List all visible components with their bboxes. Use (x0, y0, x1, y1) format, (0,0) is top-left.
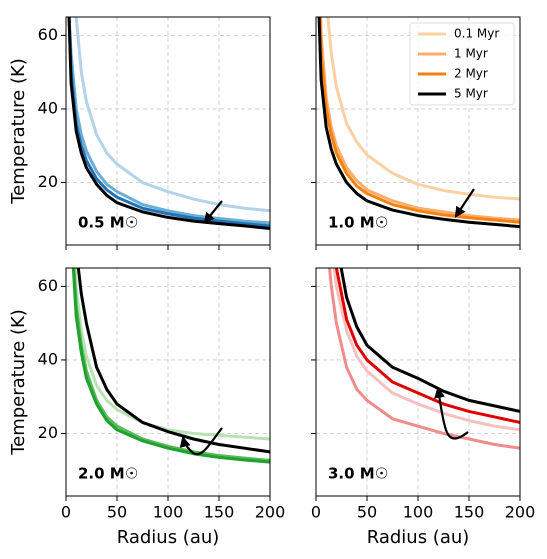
x-tick-label: 0 (61, 503, 71, 522)
arrow (434, 386, 469, 440)
arrow (203, 200, 223, 224)
x-tick-label: 200 (255, 503, 286, 522)
line-series (317, 17, 520, 229)
legend: 0.1 Myr 1 Myr 2 Myr 5 Myr (409, 22, 515, 106)
y-tick-label: 60 (38, 25, 58, 44)
plot-frame (315, 16, 521, 246)
x-tick-label: 200 (505, 503, 536, 522)
arrow (179, 427, 223, 456)
x-tick-label: 50 (357, 503, 377, 522)
plot-frame (65, 267, 271, 497)
line-series (67, 17, 270, 228)
line-series (326, 17, 520, 201)
line-series (332, 268, 520, 432)
lines (71, 268, 270, 464)
x-tick-label: 150 (454, 503, 485, 522)
panel: 1.0 M☉ 0.1 Myr 1 Myr 2 Myr 5 Myr (311, 16, 521, 250)
lines (67, 17, 270, 230)
x-axis-label: Radius (au) (367, 527, 470, 548)
panel-label: 0.5 M☉ (78, 214, 138, 232)
legend-label: 1 Myr (454, 47, 488, 61)
y-axis-label: Temperature (K) (8, 309, 29, 456)
line-series (74, 17, 270, 213)
x-axis-label: Radius (au) (117, 527, 220, 548)
plot-frame (315, 267, 521, 497)
line-series (76, 268, 270, 454)
y-tick-label: 60 (38, 276, 58, 295)
lines (328, 268, 520, 450)
line-series (339, 268, 520, 413)
panel: 0 50 100 150 200 20 40 60 2.0 M☉ Radius (au) Tempe… (8, 267, 286, 548)
legend-label: 0.1 Myr (454, 27, 499, 41)
panel-label: 3.0 M☉ (328, 465, 388, 483)
panel-label: 2.0 M☉ (78, 465, 138, 483)
x-tick-label: 0 (311, 503, 321, 522)
y-tick-label: 20 (38, 423, 58, 442)
y-tick-label: 40 (38, 98, 58, 117)
x-tick-label: 150 (204, 503, 235, 522)
y-tick-label: 20 (38, 172, 58, 191)
line-series (334, 268, 520, 424)
x-tick-label: 50 (107, 503, 127, 522)
arrows (179, 188, 475, 456)
arrow (454, 188, 475, 218)
line-series (67, 17, 270, 230)
legend-label: 5 Myr (454, 87, 488, 101)
legend-frame (409, 22, 515, 106)
line-series (71, 268, 270, 464)
y-axis-label: Temperature (K) (8, 58, 29, 205)
plot-frame (65, 16, 271, 246)
panel: 20 40 60 0.5 M☉ Temperature (K) (8, 16, 271, 250)
x-tick-label: 100 (403, 503, 434, 522)
plots: 20 40 60 0.5 M☉ Temperature (K) 1.0 M☉ 0.1 Myr… (8, 16, 536, 548)
line-series (328, 268, 520, 450)
y-tick-label: 40 (38, 349, 58, 368)
panel-label: 1.0 M☉ (328, 214, 388, 232)
panel: 0 50 100 150 200 3.0 M☉ Radius (au) (311, 267, 536, 548)
line-series (73, 268, 270, 441)
legend-label: 2 Myr (454, 67, 488, 81)
x-tick-label: 100 (153, 503, 184, 522)
